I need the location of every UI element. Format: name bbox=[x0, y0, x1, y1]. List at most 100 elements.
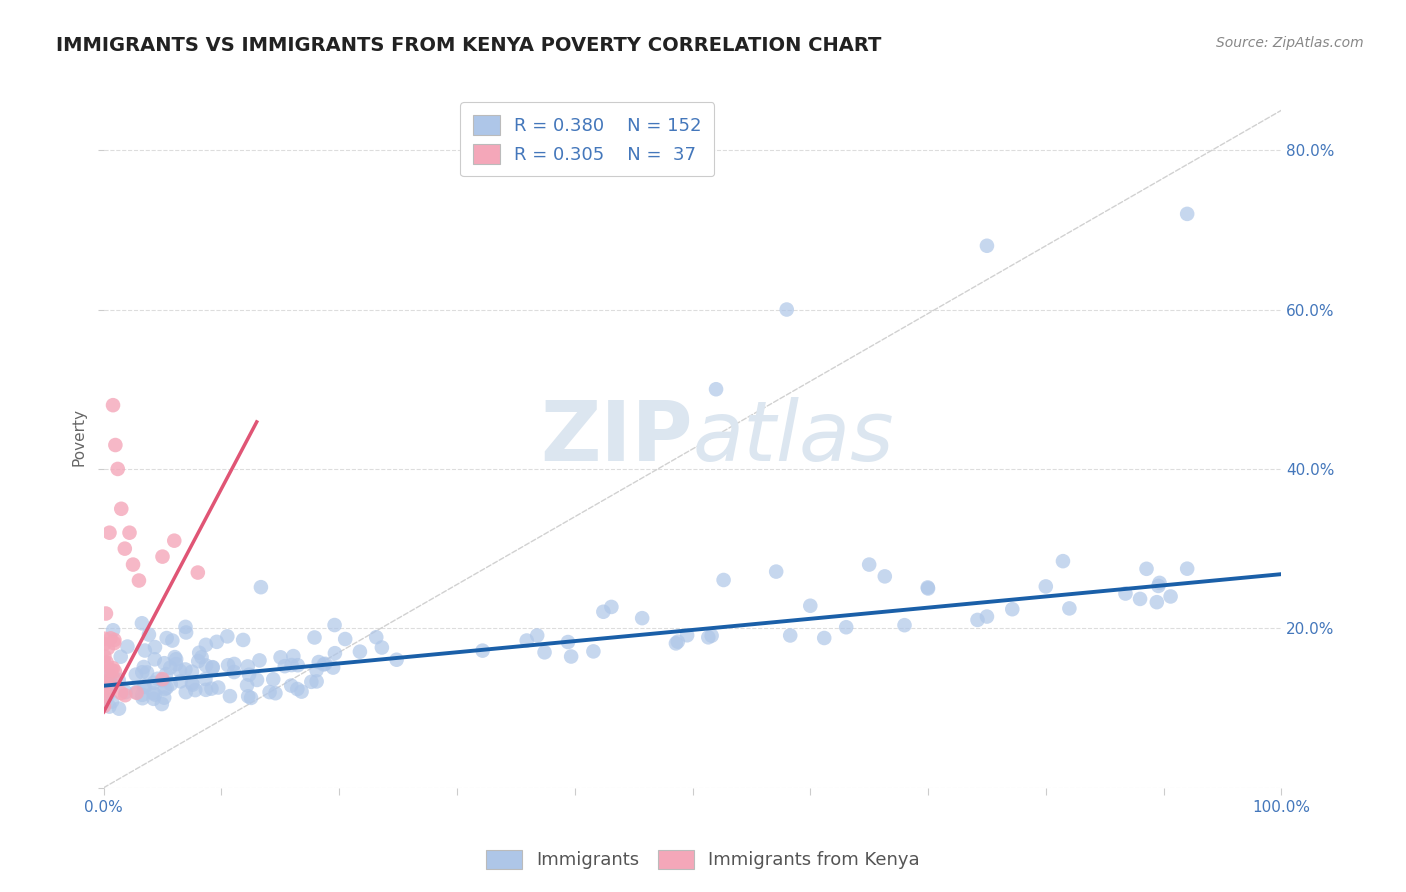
Point bbox=[194, 682, 217, 697]
Point bbox=[280, 658, 302, 673]
Point bbox=[132, 679, 155, 693]
Point bbox=[1149, 575, 1171, 590]
Point bbox=[96, 656, 118, 670]
Point bbox=[174, 685, 197, 699]
Point bbox=[249, 653, 271, 667]
Point bbox=[101, 661, 124, 675]
Point bbox=[100, 663, 122, 677]
Point bbox=[290, 684, 312, 698]
Point bbox=[631, 611, 654, 625]
Point bbox=[238, 690, 260, 704]
Point bbox=[765, 565, 787, 579]
Point bbox=[858, 558, 880, 572]
Point bbox=[200, 681, 222, 696]
Point bbox=[114, 541, 136, 556]
Point bbox=[533, 645, 555, 659]
Point bbox=[163, 533, 186, 548]
Point bbox=[110, 686, 132, 700]
Point bbox=[217, 658, 239, 673]
Point bbox=[165, 652, 187, 666]
Point bbox=[131, 691, 153, 706]
Point bbox=[187, 566, 209, 580]
Point bbox=[264, 686, 287, 700]
Point bbox=[270, 650, 292, 665]
Point bbox=[93, 649, 115, 664]
Point bbox=[713, 573, 735, 587]
Point bbox=[280, 679, 302, 693]
Point bbox=[134, 680, 156, 694]
Point bbox=[98, 699, 121, 714]
Point bbox=[219, 689, 242, 703]
Point bbox=[246, 673, 269, 687]
Point bbox=[262, 673, 284, 687]
Point bbox=[152, 549, 174, 564]
Legend: R = 0.380    N = 152, R = 0.305    N =  37: R = 0.380 N = 152, R = 0.305 N = 37 bbox=[460, 103, 714, 177]
Point bbox=[217, 629, 239, 643]
Point bbox=[1135, 562, 1157, 576]
Point bbox=[240, 690, 263, 705]
Point bbox=[1052, 554, 1074, 568]
Point bbox=[101, 624, 124, 638]
Point bbox=[125, 685, 148, 699]
Point bbox=[335, 632, 357, 646]
Point bbox=[96, 673, 118, 688]
Point bbox=[250, 580, 273, 594]
Point bbox=[305, 663, 328, 677]
Point bbox=[201, 660, 224, 674]
Point bbox=[600, 599, 623, 614]
Point bbox=[101, 695, 124, 709]
Point bbox=[142, 675, 165, 690]
Point bbox=[143, 688, 166, 702]
Point bbox=[976, 609, 998, 624]
Point bbox=[697, 630, 720, 644]
Point bbox=[128, 574, 150, 588]
Point bbox=[93, 632, 115, 646]
Point bbox=[194, 658, 217, 673]
Point bbox=[1059, 601, 1081, 615]
Text: atlas: atlas bbox=[693, 397, 894, 477]
Point bbox=[704, 382, 727, 396]
Point bbox=[107, 673, 129, 687]
Point bbox=[516, 633, 538, 648]
Point bbox=[779, 628, 801, 642]
Point bbox=[131, 665, 153, 680]
Point bbox=[187, 654, 209, 668]
Point bbox=[152, 673, 174, 688]
Point bbox=[917, 582, 939, 596]
Point bbox=[156, 681, 179, 695]
Point bbox=[103, 636, 125, 650]
Point bbox=[98, 673, 121, 688]
Point bbox=[131, 688, 153, 702]
Point bbox=[259, 685, 281, 699]
Point bbox=[104, 438, 127, 452]
Point bbox=[169, 664, 191, 678]
Point bbox=[287, 658, 309, 673]
Point bbox=[163, 650, 186, 665]
Point bbox=[1175, 562, 1198, 576]
Point bbox=[181, 665, 204, 679]
Point bbox=[1001, 602, 1024, 616]
Point bbox=[557, 635, 579, 649]
Point bbox=[181, 678, 204, 692]
Point bbox=[122, 558, 145, 572]
Point bbox=[385, 653, 408, 667]
Point bbox=[471, 643, 494, 657]
Point bbox=[207, 681, 229, 695]
Point bbox=[98, 525, 121, 540]
Point bbox=[349, 645, 371, 659]
Point bbox=[93, 655, 115, 669]
Point bbox=[174, 625, 197, 640]
Point bbox=[582, 644, 605, 658]
Point bbox=[125, 667, 148, 681]
Text: Source: ZipAtlas.com: Source: ZipAtlas.com bbox=[1216, 36, 1364, 50]
Point bbox=[676, 628, 699, 642]
Point bbox=[835, 620, 858, 634]
Point bbox=[665, 636, 688, 650]
Point bbox=[592, 605, 614, 619]
Text: ZIP: ZIP bbox=[540, 397, 693, 477]
Point bbox=[236, 678, 259, 692]
Point bbox=[156, 631, 179, 645]
Point bbox=[169, 674, 191, 689]
Point bbox=[314, 657, 336, 671]
Point bbox=[238, 667, 260, 681]
